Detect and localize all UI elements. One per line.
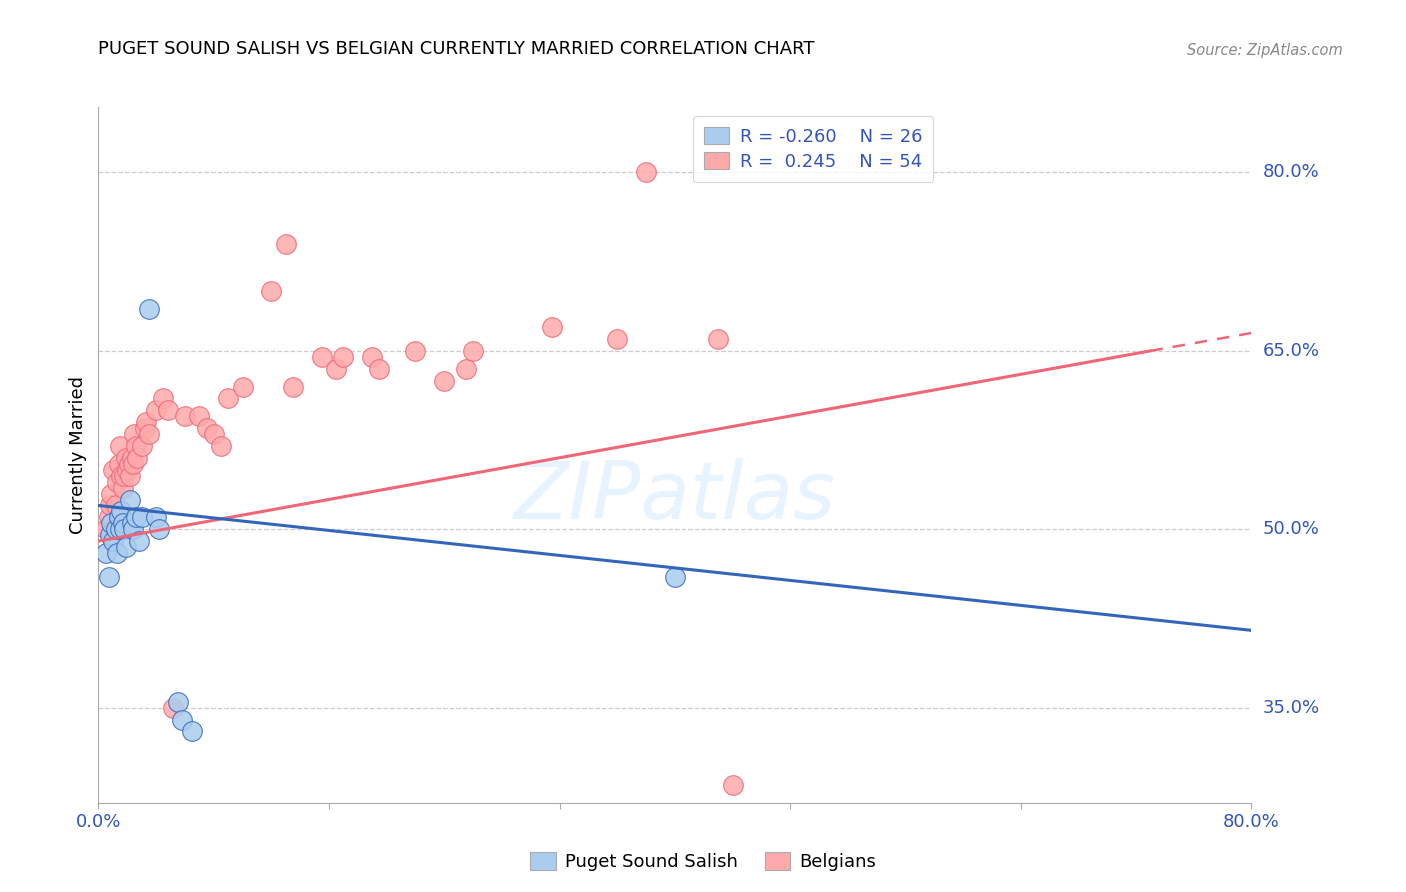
Point xyxy=(105,475,128,489)
Point xyxy=(145,403,167,417)
Legend: R = -0.260    N = 26, R =  0.245    N = 54: R = -0.260 N = 26, R = 0.245 N = 54 xyxy=(693,116,934,182)
Point xyxy=(103,522,125,536)
Point xyxy=(368,361,391,376)
Point xyxy=(325,361,347,376)
Point xyxy=(166,695,188,709)
Point xyxy=(195,421,218,435)
Point xyxy=(636,165,658,179)
Point xyxy=(101,534,124,549)
Point xyxy=(174,409,197,424)
Point xyxy=(707,332,730,346)
Point xyxy=(461,343,484,358)
Point xyxy=(104,522,127,536)
Point xyxy=(131,439,153,453)
Point xyxy=(156,403,179,417)
Point xyxy=(541,320,564,334)
Point xyxy=(125,439,148,453)
Point xyxy=(121,450,143,465)
Point xyxy=(606,332,628,346)
Point xyxy=(281,379,304,393)
Y-axis label: Currently Married: Currently Married xyxy=(69,376,87,534)
Point xyxy=(114,540,136,554)
Point xyxy=(721,778,744,792)
Point xyxy=(118,457,141,471)
Point xyxy=(145,510,167,524)
Point xyxy=(112,522,135,536)
Point xyxy=(97,510,120,524)
Point xyxy=(122,522,145,536)
Point xyxy=(107,510,129,524)
Text: 80.0%: 80.0% xyxy=(1263,163,1320,181)
Point xyxy=(124,427,146,442)
Point xyxy=(274,236,297,251)
Point xyxy=(101,463,124,477)
Point xyxy=(405,343,427,358)
Point xyxy=(135,415,157,429)
Point xyxy=(664,570,686,584)
Point xyxy=(121,516,143,531)
Point xyxy=(202,427,225,442)
Point xyxy=(98,528,121,542)
Point xyxy=(127,450,149,465)
Point xyxy=(181,724,204,739)
Point xyxy=(170,713,193,727)
Text: ZIPatlas: ZIPatlas xyxy=(513,458,837,536)
Point xyxy=(110,504,132,518)
Point xyxy=(120,468,142,483)
Point xyxy=(454,361,477,376)
Point xyxy=(122,457,145,471)
Point xyxy=(138,302,160,317)
Point xyxy=(111,481,134,495)
Point xyxy=(117,463,138,477)
Text: PUGET SOUND SALISH VS BELGIAN CURRENTLY MARRIED CORRELATION CHART: PUGET SOUND SALISH VS BELGIAN CURRENTLY … xyxy=(98,40,815,58)
Point xyxy=(108,439,131,453)
Point xyxy=(94,546,117,560)
Point xyxy=(188,409,211,424)
Point xyxy=(94,522,117,536)
Point xyxy=(107,457,129,471)
Point xyxy=(332,350,354,364)
Point xyxy=(110,468,132,483)
Point xyxy=(134,421,156,435)
Point xyxy=(104,499,127,513)
Point xyxy=(128,534,150,549)
Point xyxy=(138,427,160,442)
Point xyxy=(361,350,384,364)
Point xyxy=(97,570,120,584)
Point xyxy=(120,492,142,507)
Point xyxy=(100,486,122,500)
Point xyxy=(152,392,174,406)
Point xyxy=(100,516,122,531)
Point xyxy=(98,499,121,513)
Text: Source: ZipAtlas.com: Source: ZipAtlas.com xyxy=(1187,43,1343,58)
Point xyxy=(114,450,136,465)
Point xyxy=(311,350,333,364)
Text: 35.0%: 35.0% xyxy=(1263,698,1320,716)
Point xyxy=(260,285,283,299)
Point xyxy=(112,468,135,483)
Point xyxy=(131,510,153,524)
Point xyxy=(125,510,148,524)
Point xyxy=(433,374,456,388)
Legend: Puget Sound Salish, Belgians: Puget Sound Salish, Belgians xyxy=(523,846,883,879)
Text: 50.0%: 50.0% xyxy=(1263,520,1320,538)
Point xyxy=(217,392,239,406)
Point xyxy=(111,516,134,531)
Point xyxy=(148,522,170,536)
Point xyxy=(105,546,128,560)
Point xyxy=(162,700,184,714)
Text: 65.0%: 65.0% xyxy=(1263,342,1320,359)
Point xyxy=(108,522,131,536)
Point xyxy=(209,439,232,453)
Point xyxy=(231,379,254,393)
